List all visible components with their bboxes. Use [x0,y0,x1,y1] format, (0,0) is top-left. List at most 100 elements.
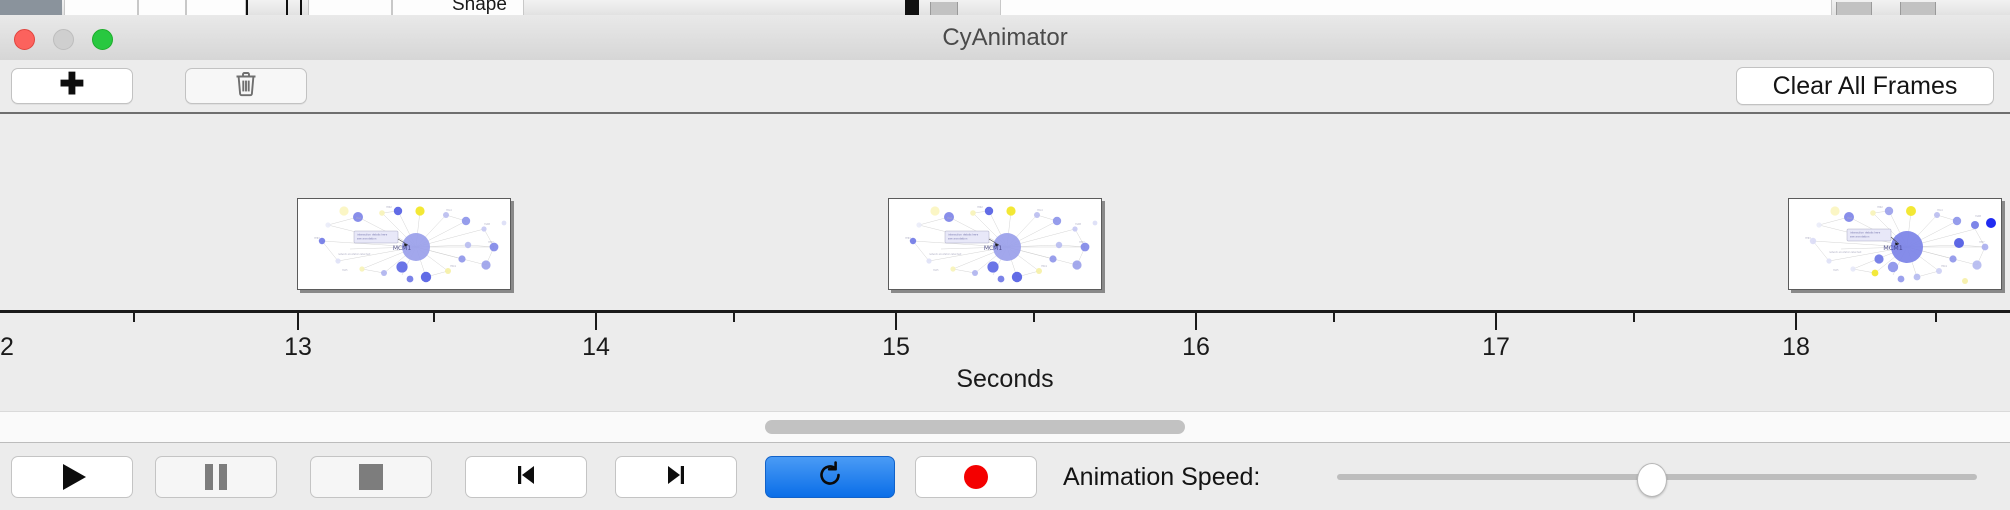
svg-text:YBR2: YBR2 [977,206,983,209]
title-bar: CyAnimator [0,15,2010,61]
svg-text:YLR5: YLR5 [342,269,348,272]
pause-button[interactable] [155,456,277,498]
stop-button[interactable] [310,456,432,498]
trash-icon [233,69,259,104]
axis-tick-minor [1633,313,1635,322]
svg-text:YML9: YML9 [1941,265,1947,268]
axis-tick-minor [433,313,435,322]
svg-text:YDL4: YDL4 [446,209,452,212]
axis-tick-major [297,313,299,330]
axis-tick-label: 13 [284,333,312,361]
svg-text:YGR8: YGR8 [484,223,491,226]
skip-previous-button[interactable] [465,456,587,498]
timeline-frames-area[interactable]: interaction details here see annotation … [0,114,2010,310]
background-tab [1000,0,1832,15]
skip-next-icon [663,462,689,493]
svg-text:interaction details here: interaction details here [357,233,388,237]
pause-icon [205,464,227,490]
minimize-button[interactable] [53,29,74,50]
svg-text:YGR8: YGR8 [1075,223,1082,226]
svg-text:network annotation label text: network annotation label text [929,253,962,256]
axis-tick-label: 12 [0,333,14,361]
skip-previous-icon [513,462,539,493]
svg-text:YPR7: YPR7 [1979,241,1985,244]
skip-next-button[interactable] [615,456,737,498]
network-thumbnail-image: interaction details here see annotation … [1789,199,2001,289]
window-title: CyAnimator [942,24,1068,51]
svg-text:MCM1: MCM1 [984,245,1003,252]
timeline-frame-thumbnail[interactable]: interaction details here see annotation … [1788,198,2002,290]
playback-bar: Animation Speed: [0,443,2010,510]
background-tab [138,0,186,15]
svg-text:YBR2: YBR2 [386,206,392,209]
svg-text:YLR5: YLR5 [1833,269,1839,272]
svg-text:see annotation: see annotation [357,236,377,240]
svg-text:see annotation: see annotation [1850,234,1870,238]
svg-text:YER3: YER3 [905,237,911,240]
svg-text:YDL4: YDL4 [1937,209,1943,212]
axis-tick-minor [1935,313,1937,322]
background-window-strip: Shape [0,0,2010,16]
delete-frame-button[interactable] [185,68,307,104]
slider-thumb[interactable] [1637,463,1667,497]
add-frame-button[interactable]: ✚ [11,68,133,104]
svg-text:YDL4: YDL4 [1037,209,1043,212]
scrollbar-thumb[interactable] [765,420,1185,434]
timeline-frame-thumbnail[interactable]: interaction details here see annotation … [297,198,511,290]
background-tab [308,0,392,15]
timeline-horizontal-scrollbar[interactable] [0,411,2010,443]
background-divider [905,0,919,15]
axis-tick-major [1195,313,1197,330]
axis-tick-minor [733,313,735,322]
svg-text:YER3: YER3 [1805,237,1811,240]
svg-text:YGR8: YGR8 [1975,215,1982,218]
svg-text:YPR7: YPR7 [1079,241,1085,244]
background-tab [186,0,246,15]
axis-tick-label: 16 [1182,333,1210,361]
axis-tick-minor [1333,313,1335,322]
axis-tick-label: 15 [882,333,910,361]
background-scroll-notch [930,2,958,15]
background-scroll-notch [1836,2,1872,15]
stop-icon [359,464,383,490]
background-tab [392,0,524,15]
close-button[interactable] [14,29,35,50]
svg-text:network annotation label text: network annotation label text [338,253,371,256]
background-divider [246,0,248,15]
svg-text:YER3: YER3 [314,237,320,240]
axis-tick-label: 18 [1782,333,1810,361]
background-tab [64,0,138,15]
timeline-frame-thumbnail[interactable]: interaction details here see annotation … [888,198,1102,290]
axis-tick-major [1495,313,1497,330]
svg-text:YML9: YML9 [1041,265,1047,268]
network-thumbnail-image: interaction details here see annotation … [298,199,510,289]
loop-icon [815,460,845,495]
svg-text:YPR7: YPR7 [488,241,494,244]
background-scroll-notch [1900,2,1936,15]
axis-title: Seconds [956,365,1054,393]
svg-text:network annotation label text: network annotation label text [1829,251,1862,254]
play-icon [62,464,86,490]
axis-tick-label: 14 [582,333,610,361]
play-button[interactable] [11,456,133,498]
axis-tick-major [1795,313,1797,330]
svg-text:interaction details here: interaction details here [1850,231,1881,235]
record-icon [964,465,988,489]
svg-text:YLR5: YLR5 [933,269,939,272]
svg-text:interaction details here: interaction details here [948,233,979,237]
svg-text:YBR2: YBR2 [1877,206,1883,209]
background-window-label: Shape [452,0,507,15]
record-button[interactable] [915,456,1037,498]
axis-tick-minor [133,313,135,322]
loop-button[interactable] [765,456,895,498]
animation-speed-slider[interactable] [1337,456,1977,498]
svg-text:YKL1: YKL1 [1847,217,1853,220]
maximize-button[interactable] [92,29,113,50]
clear-all-frames-button[interactable]: Clear All Frames [1736,67,1994,105]
svg-text:YKL1: YKL1 [356,217,362,220]
axis-tick-major [895,313,897,330]
axis-baseline [0,310,2010,313]
plus-icon: ✚ [59,68,85,101]
svg-text:MCM1: MCM1 [1883,244,1903,252]
